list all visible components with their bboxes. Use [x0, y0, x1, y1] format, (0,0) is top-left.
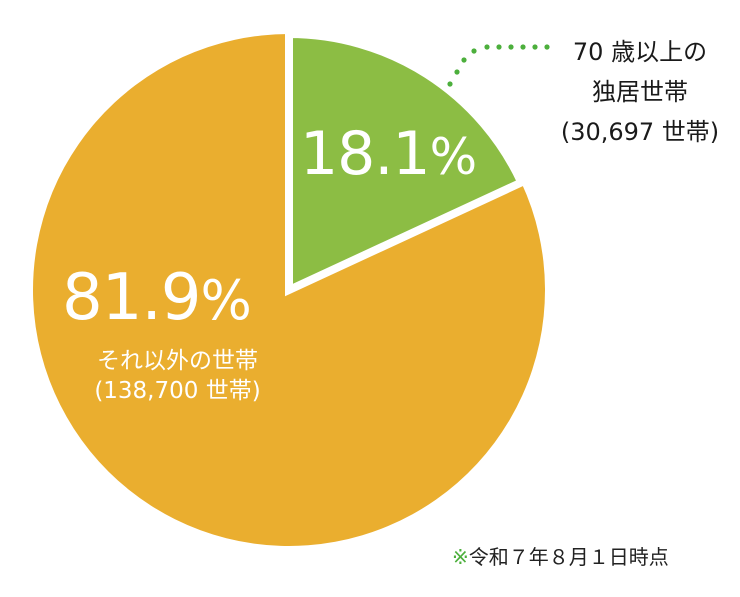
green-percent-value: 18.1 — [300, 119, 431, 189]
orange-slice-label: それ以外の世帯 (138,700 世帯) — [70, 346, 285, 406]
green-percent-label: 18.1% — [300, 124, 478, 186]
orange-percent-label: 81.9% — [62, 266, 252, 332]
reference-mark-icon: ※ — [452, 545, 469, 569]
leader-line-dots — [447, 44, 550, 87]
date-note: ※令和７年８月１日時点 — [452, 541, 669, 570]
green-slice-title-line2: 独居世帯 — [592, 78, 688, 106]
green-slice-label: 70 歳以上の 独居世帯 (30,697 世帯) — [545, 32, 735, 152]
orange-slice-title: それ以外の世帯 — [97, 348, 258, 374]
green-slice-title-line1: 70 歳以上の — [572, 38, 708, 66]
date-note-text: 令和７年８月１日時点 — [468, 545, 669, 569]
orange-percent-symbol: % — [200, 269, 252, 332]
orange-percent-value: 81.9 — [62, 261, 201, 335]
pie-slice-elderly-single-households[interactable] — [285, 29, 527, 297]
orange-slice-count: (138,700 世帯) — [94, 378, 261, 404]
green-slice-count: (30,697 世帯) — [560, 118, 720, 146]
green-percent-symbol: % — [429, 128, 478, 186]
